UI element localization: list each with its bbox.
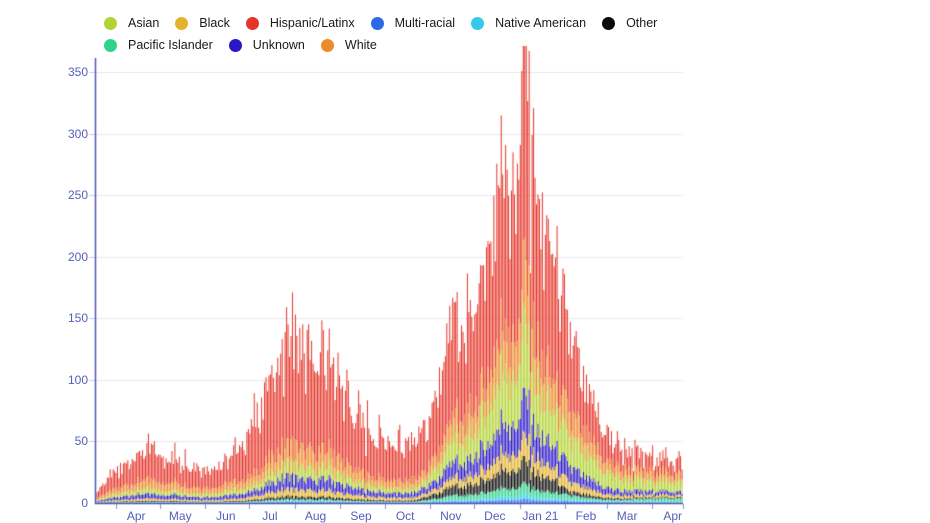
legend-color-dot — [320, 38, 334, 52]
legend-color-dot — [104, 38, 117, 52]
legend-label: Unknown — [252, 38, 305, 52]
legend-label: Pacific Islander — [128, 38, 213, 52]
legend-item-black[interactable]: Black — [175, 14, 230, 32]
legend-color-dot — [175, 16, 189, 30]
legend-color-dot — [245, 16, 259, 30]
legend-item-multi-racial[interactable]: Multi-racial — [370, 14, 456, 32]
legend-label: White — [344, 38, 377, 52]
legend-label: Asian — [128, 16, 160, 30]
legend-item-native-american[interactable]: Native American — [471, 14, 586, 32]
legend-item-pacific-islander[interactable]: Pacific Islander — [104, 36, 213, 54]
legend-color-dot — [370, 16, 384, 30]
legend-label: Other — [626, 16, 658, 30]
legend-label: Hispanic/Latinx — [269, 16, 355, 30]
legend-color-dot — [602, 16, 616, 30]
legend-item-unknown[interactable]: Unknown — [228, 36, 305, 54]
legend-label: Black — [199, 16, 230, 30]
legend-item-hispanic-latinx[interactable]: Hispanic/Latinx — [245, 14, 355, 32]
legend-label: Native American — [495, 16, 587, 30]
legend-color-dot — [471, 16, 485, 30]
legend: Asian Black Hispanic/Latinx Multi-racial Nat… — [104, 14, 679, 54]
legend-item-other[interactable]: Other — [602, 14, 657, 32]
legend-item-asian[interactable]: Asian — [104, 14, 159, 32]
legend-item-white[interactable]: White — [320, 36, 377, 54]
legend-color-dot — [228, 38, 242, 52]
legend-label: Multi-racial — [394, 16, 456, 30]
legend-color-dot — [104, 16, 117, 30]
